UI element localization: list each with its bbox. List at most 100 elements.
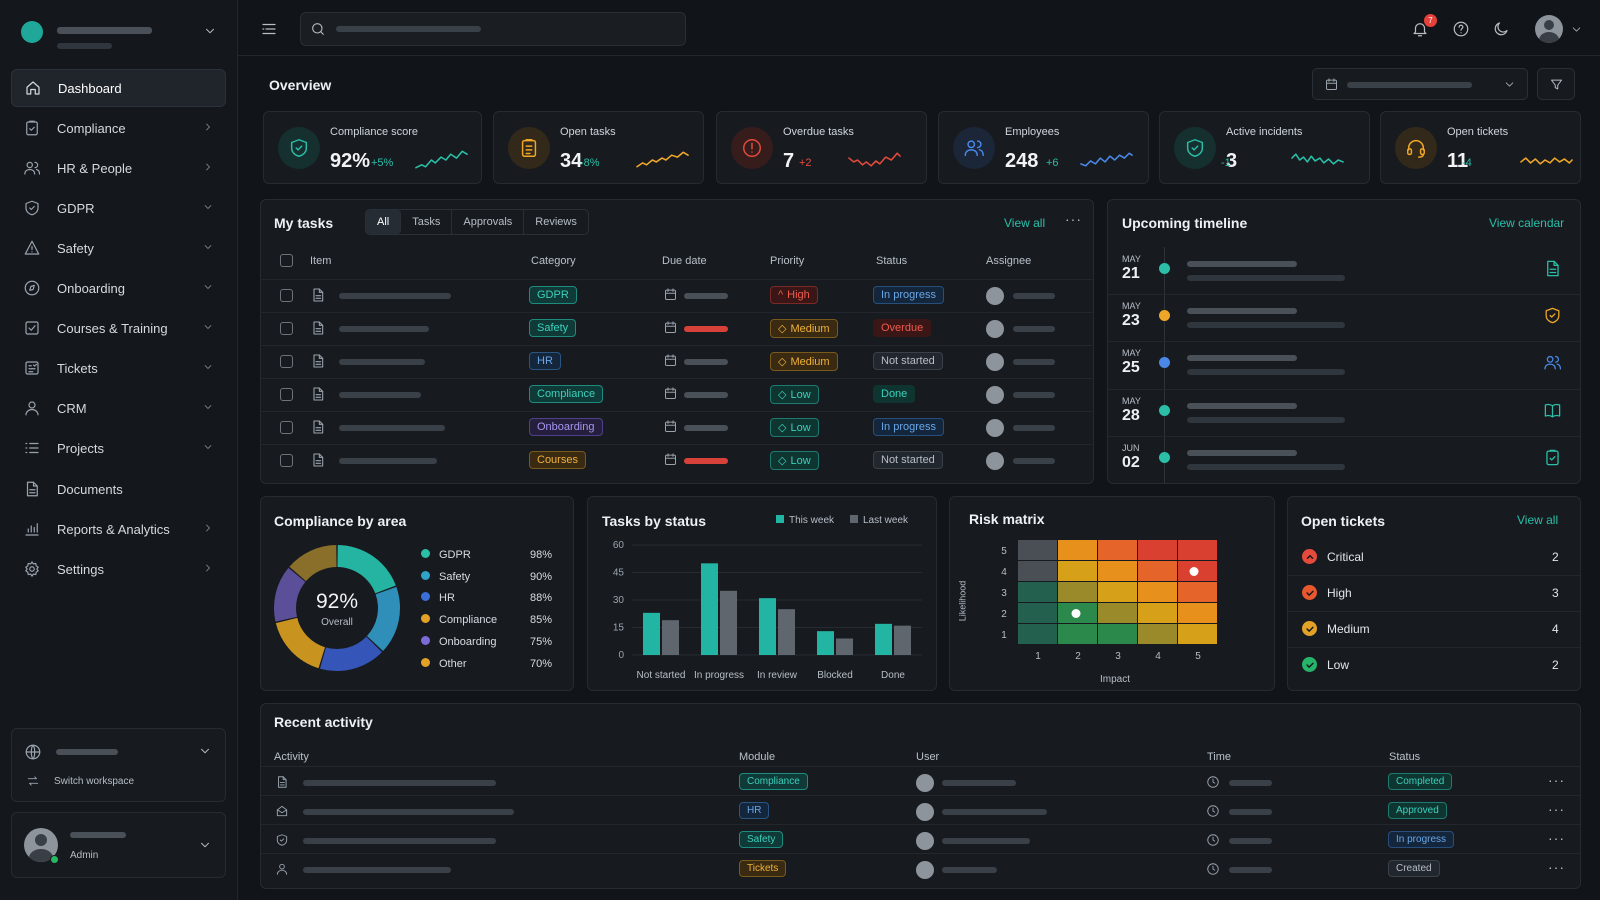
tab-all[interactable]: All (366, 210, 402, 234)
bar-this-week-in-progress[interactable] (701, 563, 718, 655)
timeline-item[interactable] (1108, 389, 1580, 436)
table-row[interactable] (260, 345, 1094, 378)
risk-cell-3-3[interactable] (1098, 582, 1137, 602)
dark-mode-icon[interactable] (1492, 20, 1510, 41)
ticket-row-medium[interactable] (1288, 611, 1580, 647)
timeline-item[interactable] (1108, 341, 1580, 388)
risk-cell-2-5[interactable] (1058, 540, 1097, 560)
sidebar-item-compliance[interactable]: Compliance (11, 109, 226, 147)
menu-icon[interactable] (260, 20, 278, 41)
donut-slice-gdpr[interactable] (337, 545, 396, 594)
switcher-chevron-down-icon[interactable] (198, 744, 212, 761)
risk-cell-1-5[interactable] (1018, 540, 1057, 560)
risk-cell-4-3[interactable] (1138, 582, 1177, 602)
sidebar-item-documents[interactable]: Documents (11, 470, 226, 508)
ticket-row-low[interactable] (1288, 647, 1580, 683)
donut-slice-compliance[interactable] (275, 617, 325, 669)
sidebar-item-reports-and-analytics[interactable]: Reports & Analytics (11, 510, 226, 548)
select-all-checkbox[interactable] (280, 254, 293, 267)
sidebar-item-safety[interactable]: Safety (11, 229, 226, 267)
search-input[interactable] (300, 12, 686, 46)
bar-last-week-in-progress[interactable] (720, 590, 737, 655)
timeline-item[interactable] (1108, 436, 1580, 483)
risk-cell-4-1[interactable] (1138, 624, 1177, 644)
bar-this-week-not-started[interactable] (643, 612, 660, 655)
bar-this-week-done[interactable] (875, 623, 892, 655)
table-row[interactable] (260, 312, 1094, 345)
risk-cell-1-2[interactable] (1018, 603, 1057, 623)
sidebar-item-hr-and-people[interactable]: HR & People (11, 149, 226, 187)
filter-button[interactable] (1537, 68, 1575, 100)
risk-cell-3-1[interactable] (1098, 624, 1137, 644)
risk-cell-4-4[interactable] (1138, 561, 1177, 581)
kpi-card-compliance-score[interactable]: Compliance score 92% +5% (263, 111, 482, 184)
timeline-item[interactable] (1108, 294, 1580, 341)
workspace-name[interactable] (57, 23, 152, 52)
sidebar-item-courses-and-training[interactable]: Courses & Training (11, 309, 226, 347)
ticket-row-high[interactable] (1288, 575, 1580, 611)
row-checkbox[interactable] (280, 289, 293, 302)
view-calendar-link[interactable]: View calendar (1489, 216, 1565, 230)
table-row[interactable] (260, 444, 1094, 477)
donut-slice-onboarding[interactable] (274, 567, 306, 622)
workspace-switcher[interactable]: Switch workspace (11, 728, 226, 802)
user-menu[interactable]: Admin (11, 812, 226, 878)
risk-point[interactable] (1071, 609, 1081, 618)
row-checkbox[interactable] (280, 355, 293, 368)
tab-reviews[interactable]: Reviews (535, 216, 577, 228)
donut-slice-safety[interactable] (366, 586, 400, 652)
table-row[interactable] (261, 824, 1580, 853)
risk-cell-1-1[interactable] (1018, 624, 1057, 644)
bar-last-week-blocked[interactable] (836, 638, 853, 656)
timeline-item[interactable] (1108, 247, 1580, 294)
tasks-view-all-link[interactable]: View all (1004, 216, 1046, 230)
bar-last-week-not-started[interactable] (662, 620, 679, 655)
tickets-view-all-link[interactable]: View all (1517, 513, 1559, 527)
risk-cell-2-3[interactable] (1058, 582, 1097, 602)
kpi-card-employees[interactable]: Employees 248 +6 (938, 111, 1149, 184)
risk-cell-5-1[interactable] (1178, 624, 1217, 644)
risk-cell-3-2[interactable] (1098, 603, 1137, 623)
table-row[interactable] (261, 766, 1580, 795)
risk-cell-1-3[interactable] (1018, 582, 1057, 602)
table-row[interactable] (261, 795, 1580, 824)
workspace-chevron-down-icon[interactable] (203, 24, 217, 41)
kpi-card-open-tasks[interactable]: Open tasks 34 -8% (493, 111, 704, 184)
more-options-icon[interactable]: ··· (1548, 859, 1565, 875)
sidebar-item-dashboard[interactable]: Dashboard (11, 69, 226, 107)
tab-approvals[interactable]: Approvals (452, 210, 525, 234)
sidebar-item-tickets[interactable]: Tickets (11, 349, 226, 387)
risk-cell-1-4[interactable] (1018, 561, 1057, 581)
bell-icon[interactable] (1411, 20, 1429, 41)
user-chevron-down-icon[interactable] (198, 838, 212, 855)
bar-this-week-in-review[interactable] (759, 598, 776, 655)
table-row[interactable] (261, 853, 1580, 882)
row-checkbox[interactable] (280, 454, 293, 467)
table-row[interactable] (260, 279, 1094, 312)
workspace-logo[interactable] (21, 21, 43, 43)
donut-slice-other[interactable] (289, 545, 337, 582)
profile-chevron-down-icon[interactable] (1570, 23, 1583, 39)
sidebar-item-settings[interactable]: Settings (11, 550, 226, 588)
bar-this-week-blocked[interactable] (817, 631, 834, 655)
risk-cell-5-5[interactable] (1178, 540, 1217, 560)
more-options-icon[interactable]: ··· (1548, 830, 1565, 846)
sidebar-item-projects[interactable]: Projects (11, 429, 226, 467)
bar-last-week-in-review[interactable] (778, 609, 795, 655)
risk-cell-5-3[interactable] (1178, 582, 1217, 602)
kpi-card-overdue-tasks[interactable]: Overdue tasks 7 +2 (716, 111, 927, 184)
kpi-card-active-incidents[interactable]: Active incidents 3 -1 (1159, 111, 1370, 184)
sidebar-item-crm[interactable]: CRM (11, 389, 226, 427)
risk-cell-3-4[interactable] (1098, 561, 1137, 581)
date-range-select[interactable] (1312, 68, 1528, 100)
risk-cell-2-1[interactable] (1058, 624, 1097, 644)
more-options-icon[interactable]: ··· (1548, 801, 1565, 817)
risk-cell-2-4[interactable] (1058, 561, 1097, 581)
risk-cell-3-5[interactable] (1098, 540, 1137, 560)
kpi-card-open-tickets[interactable]: Open tickets 11 -4 (1380, 111, 1581, 184)
risk-point[interactable] (1189, 567, 1199, 576)
risk-cell-5-2[interactable] (1178, 603, 1217, 623)
row-checkbox[interactable] (280, 322, 293, 335)
help-icon[interactable] (1452, 20, 1470, 41)
profile-avatar[interactable] (1535, 15, 1563, 43)
